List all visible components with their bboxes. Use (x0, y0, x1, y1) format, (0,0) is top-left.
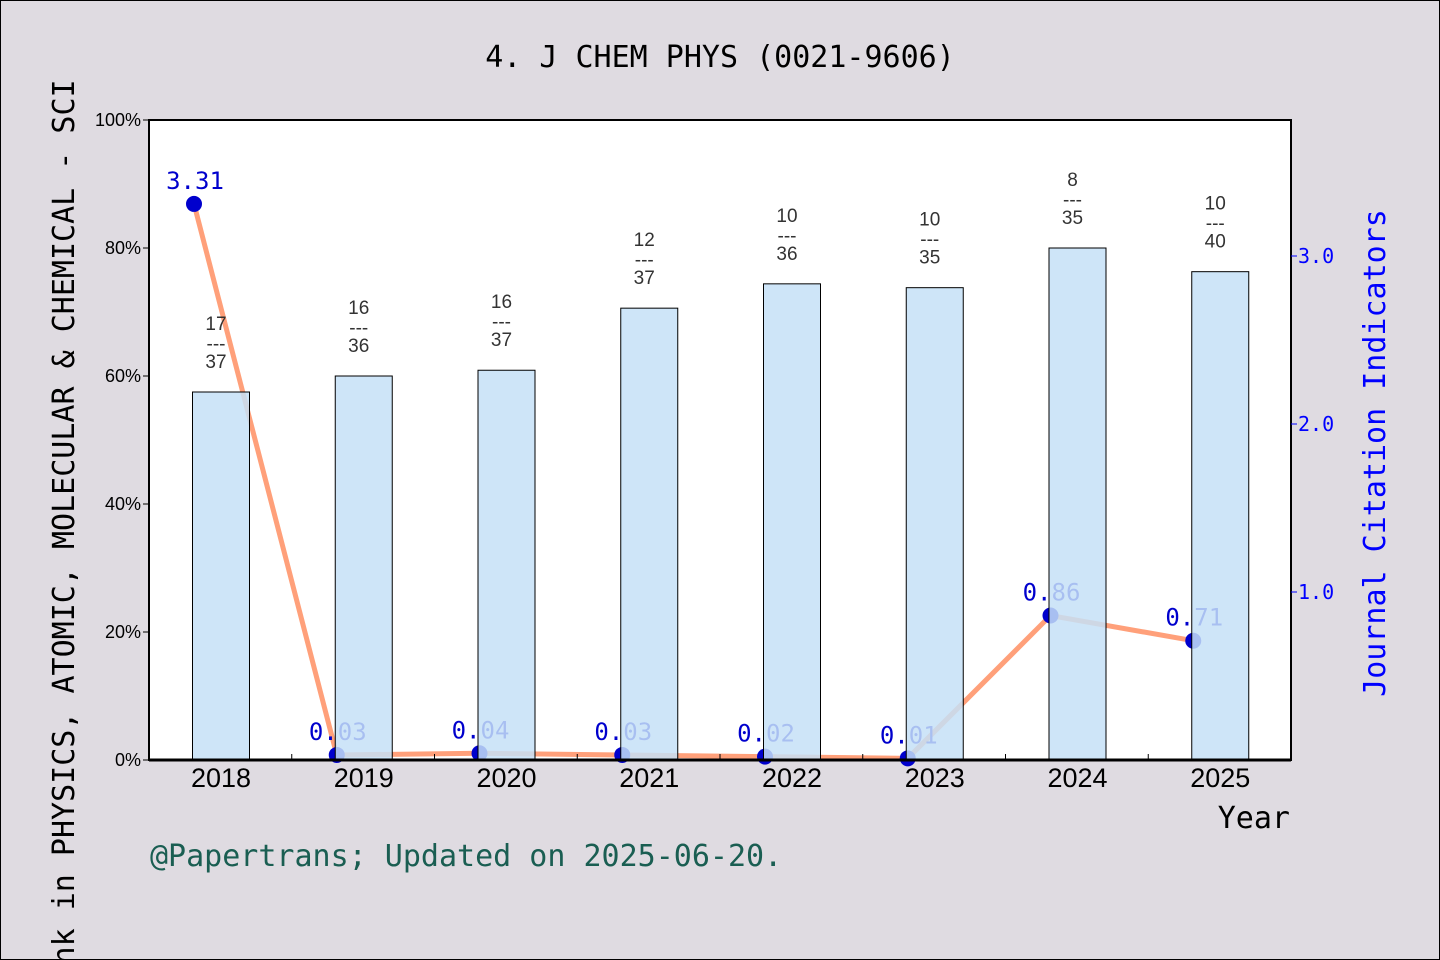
x-axis-label: Year (1218, 801, 1290, 836)
plot-area (149, 120, 1291, 760)
x-tick-label: 2018 (191, 763, 251, 793)
rank-label: 10 (776, 206, 797, 227)
y-right-tick-label: 2.0 (1298, 412, 1334, 436)
rank-separator: --- (920, 230, 939, 251)
rank-separator: --- (492, 312, 511, 333)
rank-label: 8 (1067, 170, 1078, 191)
rank-bar (334, 375, 393, 761)
jci-point (186, 195, 202, 212)
y-left-tick-label: 0% (115, 750, 141, 770)
rank-total: 36 (348, 336, 369, 357)
jci-value-label: 3.31 (166, 167, 224, 195)
x-tick-label: 2019 (334, 763, 394, 793)
y-right-tick-label: 3.0 (1298, 244, 1334, 268)
rank-total: 37 (491, 330, 512, 351)
rank-total: 35 (919, 248, 940, 269)
rank-bar (620, 307, 679, 761)
rank-total: 37 (205, 352, 226, 373)
y-left-tick-label: 100% (95, 110, 141, 130)
rank-label: 17 (205, 314, 226, 335)
rank-total: 35 (1062, 208, 1083, 229)
rank-separator: --- (1206, 214, 1225, 235)
y-left-tick-label: 60% (105, 366, 141, 386)
x-tick-label: 2023 (905, 763, 965, 793)
rank-label: 10 (919, 210, 940, 231)
rank-bar (192, 391, 250, 761)
x-tick-label: 2025 (1190, 763, 1250, 793)
rank-bar (1048, 247, 1107, 761)
rank-separator: --- (349, 318, 368, 339)
y-right-tick-label: 1.0 (1298, 580, 1334, 604)
rank-bar (763, 283, 821, 761)
rank-separator: --- (635, 250, 654, 271)
x-tick-label: 2022 (762, 763, 822, 793)
x-tick-label: 2021 (619, 763, 679, 793)
y-left-tick-label: 40% (105, 494, 141, 514)
footer-credit: @Papertrans; Updated on 2025-06-20. (150, 839, 782, 874)
rank-total: 37 (634, 268, 655, 289)
y-axis-left-label: Rank in PHYSICS, ATOMIC, MOLECULAR & CHE… (47, 79, 82, 960)
rank-bar (1191, 271, 1250, 761)
rank-label: 10 (1205, 194, 1226, 215)
x-tick-label: 2020 (476, 763, 536, 793)
rank-separator: --- (1063, 190, 1082, 211)
rank-label: 16 (491, 292, 512, 313)
x-tick-label: 2024 (1047, 763, 1107, 793)
rank-label: 16 (348, 298, 369, 319)
y-axis-right-label: Journal Citation Indicators (1358, 209, 1393, 697)
chart-title: 4. J CHEM PHYS (0021-9606) (485, 40, 955, 75)
y-left-tick-label: 20% (105, 622, 141, 642)
rank-label: 12 (634, 230, 655, 251)
rank-total: 36 (776, 244, 797, 265)
rank-separator: --- (207, 334, 226, 355)
y-left-tick-label: 80% (105, 238, 141, 258)
rank-bar (905, 287, 964, 761)
rank-total: 40 (1205, 232, 1226, 253)
rank-separator: --- (778, 226, 797, 247)
rank-bar (477, 369, 536, 761)
